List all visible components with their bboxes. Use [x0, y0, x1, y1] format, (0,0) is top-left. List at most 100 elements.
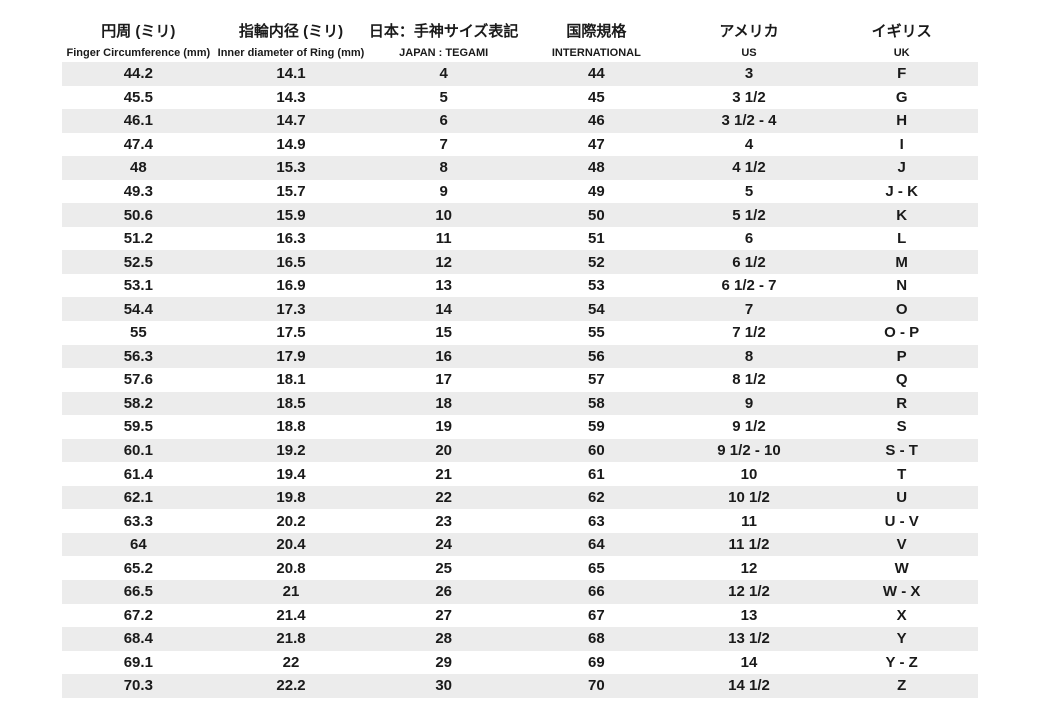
col-header-international: 国際規格 INTERNATIONAL: [520, 20, 673, 62]
cell-inner-diameter: 17.3: [276, 300, 306, 318]
cell-finger-circumference: 51.2: [123, 230, 153, 248]
cell-inner-diameter: 15.7: [276, 183, 306, 200]
cell-finger-circumference: 59.5: [123, 418, 153, 436]
col-header-jp-label: アメリカ: [719, 23, 779, 40]
cell-international-size: 45: [587, 88, 605, 106]
cell-japan-tegami-size: 17: [435, 371, 452, 389]
cell-uk-size: J - K: [885, 183, 918, 200]
table-row: 50.6 15.9 10 50 5 1/2 K: [62, 203, 978, 227]
cell-japan-tegami-size: 25: [435, 559, 452, 577]
table-row: 61.4 19.4 21 61 10 T: [62, 462, 978, 486]
cell-uk-size: Y: [896, 630, 907, 648]
cell-international-size: 47: [587, 135, 605, 153]
cell-international-size: 44: [587, 65, 605, 83]
table-row: 47.4 14.9 7 47 4 I: [62, 133, 978, 157]
cell-japan-tegami-size: 13: [435, 277, 452, 295]
table-body: 44.2 14.1 4 44 3 F 45.5 14.3 5 45 3 1/2 …: [62, 62, 978, 698]
cell-uk-size: S - T: [885, 442, 918, 460]
cell-uk-size: K: [896, 206, 908, 224]
cell-inner-diameter: 16.5: [276, 253, 306, 271]
cell-inner-diameter: 14.3: [276, 88, 306, 106]
table-row: 46.1 14.7 6 46 3 1/2 - 4 H: [62, 109, 978, 133]
cell-international-size: 59: [587, 418, 605, 436]
cell-uk-size: W - X: [882, 583, 921, 601]
table-header: 円周 (ミリ) Finger Circumference (mm) 指輪内径 (…: [62, 20, 978, 62]
cell-us-size: 3 1/2: [732, 88, 766, 106]
table-row: 63.3 20.2 23 63 11 U - V: [62, 509, 978, 533]
cell-finger-circumference: 55: [129, 324, 147, 342]
table-row: 52.5 16.5 12 52 6 1/2 M: [62, 250, 978, 274]
cell-inner-diameter: 14.9: [276, 135, 306, 153]
col-header-en-label: INTERNATIONAL: [551, 47, 641, 59]
cell-finger-circumference: 44.2: [123, 65, 153, 83]
col-header-en-label: JAPAN : TEGAMI: [399, 47, 489, 59]
cell-japan-tegami-size: 27: [435, 606, 452, 624]
cell-japan-tegami-size: 18: [435, 394, 452, 412]
cell-inner-diameter: 22: [282, 653, 300, 671]
table-row: 49.3 15.7 9 49 5 J - K: [62, 180, 978, 204]
col-header-jp-label: 国際規格: [566, 23, 627, 40]
cell-japan-tegami-size: 21: [435, 465, 452, 483]
col-header-japan-tegami: 日本：手神サイズ表記 JAPAN : TEGAMI: [367, 20, 520, 62]
cell-japan-tegami-size: 19: [435, 418, 452, 436]
cell-us-size: 14: [740, 653, 758, 671]
cell-us-size: 10 1/2: [728, 489, 770, 507]
cell-uk-size: X: [896, 606, 907, 624]
cell-us-size: 9 1/2: [732, 418, 766, 436]
col-header-en-label: Finger Circumference (mm): [66, 47, 211, 59]
cell-us-size: 4: [744, 135, 754, 153]
table-row: 53.1 16.9 13 53 6 1/2 - 7 N: [62, 274, 978, 298]
cell-finger-circumference: 54.4: [123, 300, 153, 318]
cell-japan-tegami-size: 16: [435, 347, 452, 365]
cell-us-size: 10: [740, 465, 758, 483]
cell-international-size: 49: [587, 183, 605, 200]
col-header-jp-label: 指輪内径 (ミリ): [238, 23, 344, 40]
cell-uk-size: M: [895, 253, 908, 271]
cell-finger-circumference: 62.1: [123, 489, 153, 507]
table-row: 66.5 21 26 66 12 1/2 W - X: [62, 580, 978, 604]
cell-finger-circumference: 48: [129, 159, 147, 177]
table-row: 58.2 18.5 18 58 9 R: [62, 391, 978, 416]
cell-us-size: 5: [744, 183, 754, 200]
cell-japan-tegami-size: 11: [435, 230, 452, 248]
cell-finger-circumference: 61.4: [123, 465, 153, 483]
cell-international-size: 48: [587, 159, 605, 177]
cell-us-size: 11: [741, 512, 757, 530]
table-row: 45.5 14.3 5 45 3 1/2 G: [62, 86, 978, 110]
cell-international-size: 60: [587, 442, 605, 460]
cell-inner-diameter: 14.7: [276, 112, 306, 130]
cell-japan-tegami-size: 10: [435, 206, 452, 224]
table-row: 57.6 18.1 17 57 8 1/2 Q: [62, 368, 978, 392]
cell-finger-circumference: 52.5: [123, 253, 153, 271]
cell-japan-tegami-size: 4: [439, 65, 448, 83]
cell-japan-tegami-size: 12: [435, 253, 452, 271]
cell-uk-size: U: [896, 489, 908, 507]
cell-inner-diameter: 16.9: [276, 277, 306, 295]
cell-inner-diameter: 21.4: [276, 606, 306, 624]
cell-uk-size: P: [896, 347, 907, 365]
cell-international-size: 55: [587, 324, 605, 342]
cell-inner-diameter: 15.3: [276, 159, 306, 177]
cell-international-size: 53: [587, 277, 605, 295]
cell-us-size: 9: [744, 394, 754, 412]
ring-size-table: 円周 (ミリ) Finger Circumference (mm) 指輪内径 (…: [62, 20, 978, 698]
cell-us-size: 3: [744, 65, 754, 83]
cell-finger-circumference: 45.5: [123, 88, 153, 106]
cell-us-size: 6: [744, 230, 754, 248]
col-header-jp-label: 日本：手神サイズ表記: [368, 23, 519, 40]
cell-japan-tegami-size: 23: [435, 512, 452, 530]
cell-international-size: 50: [587, 206, 605, 224]
cell-uk-size: J: [897, 159, 906, 177]
cell-inner-diameter: 17.9: [276, 347, 306, 365]
table-row: 51.2 16.3 11 51 6 L: [62, 227, 978, 251]
table-row: 48 15.3 8 48 4 1/2 J: [62, 156, 978, 180]
col-header-inner-diameter: 指輪内径 (ミリ) Inner diameter of Ring (mm): [215, 20, 368, 62]
col-header-en-label: Inner diameter of Ring (mm): [217, 47, 365, 59]
cell-uk-size: W: [894, 559, 909, 577]
table-row: 62.1 19.8 22 62 10 1/2 U: [62, 485, 978, 510]
cell-uk-size: R: [896, 394, 908, 412]
cell-inner-diameter: 20.4: [276, 536, 306, 554]
cell-inner-diameter: 18.1: [276, 371, 306, 389]
cell-uk-size: U - V: [884, 512, 919, 530]
cell-us-size: 13 1/2: [728, 630, 770, 648]
